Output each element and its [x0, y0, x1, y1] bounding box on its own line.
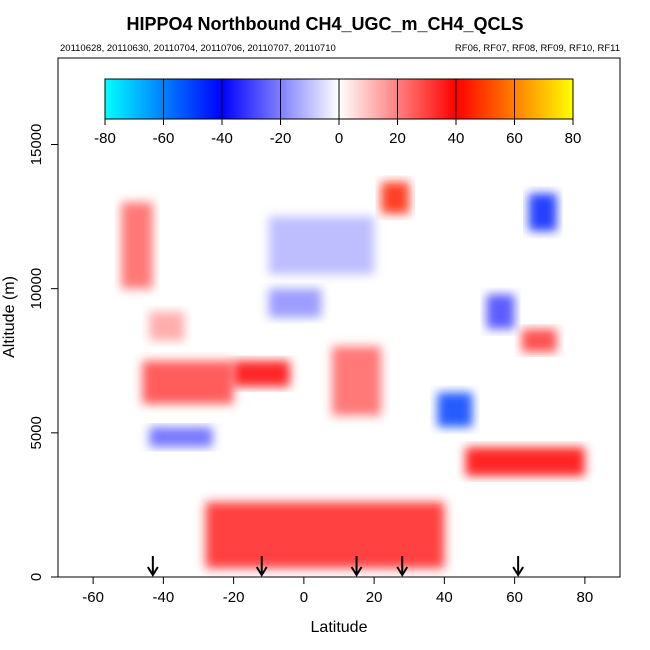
y-axis-label: Altitude (m)	[1, 276, 18, 358]
flight-arrow	[396, 556, 409, 577]
y-tick-label: 15000	[28, 124, 45, 166]
heatmap-cell-8	[331, 346, 382, 416]
heatmap-cell-7	[268, 216, 375, 275]
heatmap-layer	[121, 181, 585, 569]
x-tick-label: 0	[300, 589, 308, 606]
heatmap-cell-14	[486, 294, 515, 330]
x-tick-label: -40	[153, 589, 175, 606]
heatmap-cell-6	[268, 288, 322, 318]
colorbar-tick-label: -80	[94, 130, 116, 147]
colorbar-ticks: -80 -60 -40 -20 0 20 40 60 80	[94, 79, 581, 147]
heatmap-cell-4	[149, 427, 213, 448]
heatmap-cell-9	[381, 181, 410, 214]
heatmap-cell-12	[521, 329, 557, 353]
y-tick-label: 10000	[28, 268, 45, 310]
flight-arrow	[512, 556, 524, 577]
heatmap-cell-0	[121, 202, 153, 289]
flight-arrow	[255, 556, 268, 577]
x-tick-label: 60	[506, 589, 523, 606]
heatmap-cell-3	[233, 360, 290, 387]
colorbar-tick-label: 0	[335, 130, 343, 147]
heatmap-cell-10	[437, 392, 473, 428]
colorbar-tick-label: -40	[211, 130, 233, 147]
x-tick-label: 20	[366, 589, 383, 606]
chart-subtitle-dates: 20110628, 20110630, 20110704, 20110706, …	[60, 43, 336, 54]
heatmap-cell-13	[528, 193, 557, 231]
x-axis: -60 -40 -20 0 20 40 60 80	[82, 577, 593, 606]
flight-arrow	[146, 556, 159, 577]
heatmap-cell-2	[142, 360, 234, 404]
colorbar-tick-label: 80	[565, 130, 582, 147]
y-tick-label: 5000	[28, 416, 45, 449]
x-tick-label: -60	[82, 589, 104, 606]
x-axis-label: Latitude	[311, 619, 368, 636]
x-tick-label: 80	[577, 589, 594, 606]
flight-arrow	[350, 556, 363, 577]
heatmap-cell-11	[465, 447, 585, 477]
heatmap-cell-5	[205, 502, 445, 569]
x-tick-label: 40	[436, 589, 453, 606]
x-tick-label: -20	[223, 589, 245, 606]
plot-frame	[57, 57, 621, 578]
colorbar-tick-label: 60	[506, 130, 523, 147]
colorbar-tick-label: -20	[270, 130, 292, 147]
y-tick-label: 0	[28, 573, 45, 581]
colorbar-tick-label: 20	[389, 130, 406, 147]
y-axis: 0 5000 10000 15000	[28, 124, 58, 581]
chart-title: HIPPO4 Northbound CH4_UGC_m_CH4_QCLS	[126, 14, 524, 34]
heatmap-cell-1	[149, 311, 185, 341]
chart-subtitle-flights: RF06, RF07, RF08, RF09, RF10, RF11	[454, 43, 620, 54]
colorbar-tick-label: -60	[153, 130, 175, 147]
colorbar-tick-label: 40	[448, 130, 465, 147]
flight-arrows	[146, 556, 524, 577]
